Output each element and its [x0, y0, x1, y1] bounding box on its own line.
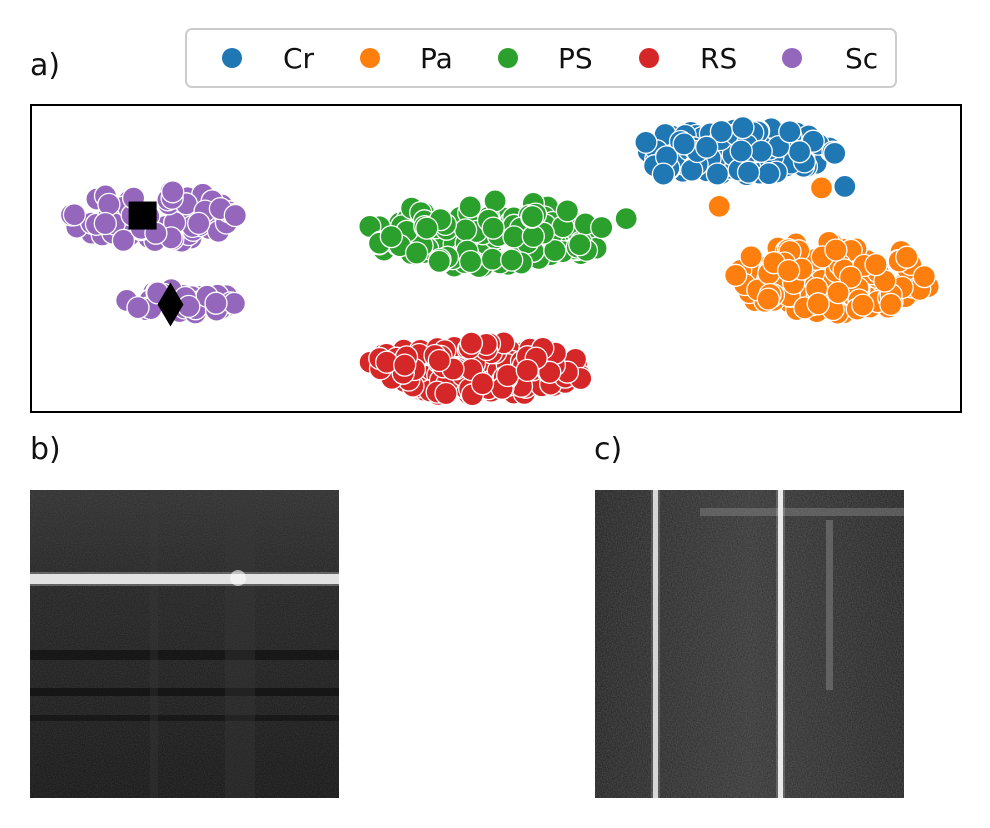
point-cr — [833, 174, 857, 199]
legend-marker-ps — [498, 48, 518, 68]
point-ps — [427, 249, 451, 274]
point-sc — [204, 291, 228, 315]
point-ps — [404, 241, 429, 265]
point-cr — [731, 115, 755, 140]
point-pa — [776, 258, 801, 283]
diamond-marker — [157, 282, 184, 327]
point-pa — [756, 287, 780, 311]
legend-label-ps: PS — [558, 42, 593, 75]
legend-label-cr: Cr — [283, 42, 315, 75]
point-cr — [672, 132, 696, 156]
point-pa — [739, 245, 763, 269]
point-ps — [500, 248, 524, 272]
point-cr — [749, 139, 773, 163]
point-ps — [590, 215, 614, 240]
point-pa — [864, 252, 888, 277]
point-ps — [483, 189, 507, 213]
point-pa — [809, 176, 834, 200]
point-sc — [97, 192, 121, 217]
point-cr — [705, 162, 730, 186]
point-sc — [111, 228, 136, 253]
point-rs — [459, 331, 484, 355]
point-pa — [838, 265, 863, 289]
point-cr — [823, 141, 847, 165]
panel-label-b: b) — [30, 432, 61, 467]
point-ps — [555, 199, 580, 223]
point-pa — [879, 292, 903, 317]
point-rs — [393, 353, 417, 377]
point-sc — [161, 180, 185, 204]
point-sc — [93, 211, 117, 236]
point-ps — [458, 195, 482, 219]
legend: Cr Pa PS RS Sc — [185, 28, 897, 88]
point-sc — [126, 295, 150, 320]
point-pa — [707, 194, 731, 218]
legend-marker-cr — [222, 48, 242, 68]
square-marker — [128, 201, 157, 230]
point-rs — [470, 372, 495, 396]
point-rs — [496, 363, 520, 388]
point-ps — [520, 204, 545, 229]
point-ps — [614, 206, 638, 231]
point-cr — [736, 160, 761, 184]
point-cr — [729, 139, 753, 163]
point-ps — [453, 218, 478, 242]
point-cr — [787, 140, 812, 164]
point-pa — [912, 264, 936, 289]
point-rs — [515, 358, 539, 383]
legend-label-pa: Pa — [420, 42, 453, 75]
point-sc — [223, 203, 247, 228]
panel-label-a: a) — [30, 48, 61, 83]
point-cr — [695, 135, 719, 159]
legend-marker-sc — [782, 48, 802, 68]
point-ps — [379, 224, 403, 249]
point-sc — [62, 203, 87, 227]
legend-label-sc: Sc — [845, 42, 878, 75]
point-ps — [481, 216, 505, 240]
point-ps — [415, 216, 439, 240]
image-c — [595, 490, 904, 798]
scatter-plot — [30, 104, 962, 413]
point-ps — [543, 238, 567, 263]
plot-frame — [30, 104, 962, 413]
point-pa — [895, 245, 919, 269]
point-cr — [651, 162, 676, 186]
legend-box — [185, 28, 897, 88]
image-b — [30, 490, 339, 798]
point-cr — [634, 130, 658, 154]
legend-marker-rs — [639, 48, 659, 68]
point-pa — [851, 293, 875, 317]
point-ps — [458, 249, 483, 274]
point-pa — [806, 292, 830, 316]
point-pa — [824, 238, 848, 262]
point-ps — [568, 232, 592, 257]
panel-label-c: c) — [594, 432, 623, 467]
point-pa — [826, 280, 850, 305]
legend-label-rs: RS — [700, 42, 737, 75]
point-cr — [778, 120, 802, 144]
point-sc — [187, 211, 211, 236]
point-rs — [427, 348, 451, 373]
scatter-points — [59, 115, 940, 407]
point-rs — [434, 381, 458, 406]
point-cr — [757, 162, 781, 186]
point-pa — [724, 263, 748, 287]
legend-marker-pa — [360, 48, 380, 68]
